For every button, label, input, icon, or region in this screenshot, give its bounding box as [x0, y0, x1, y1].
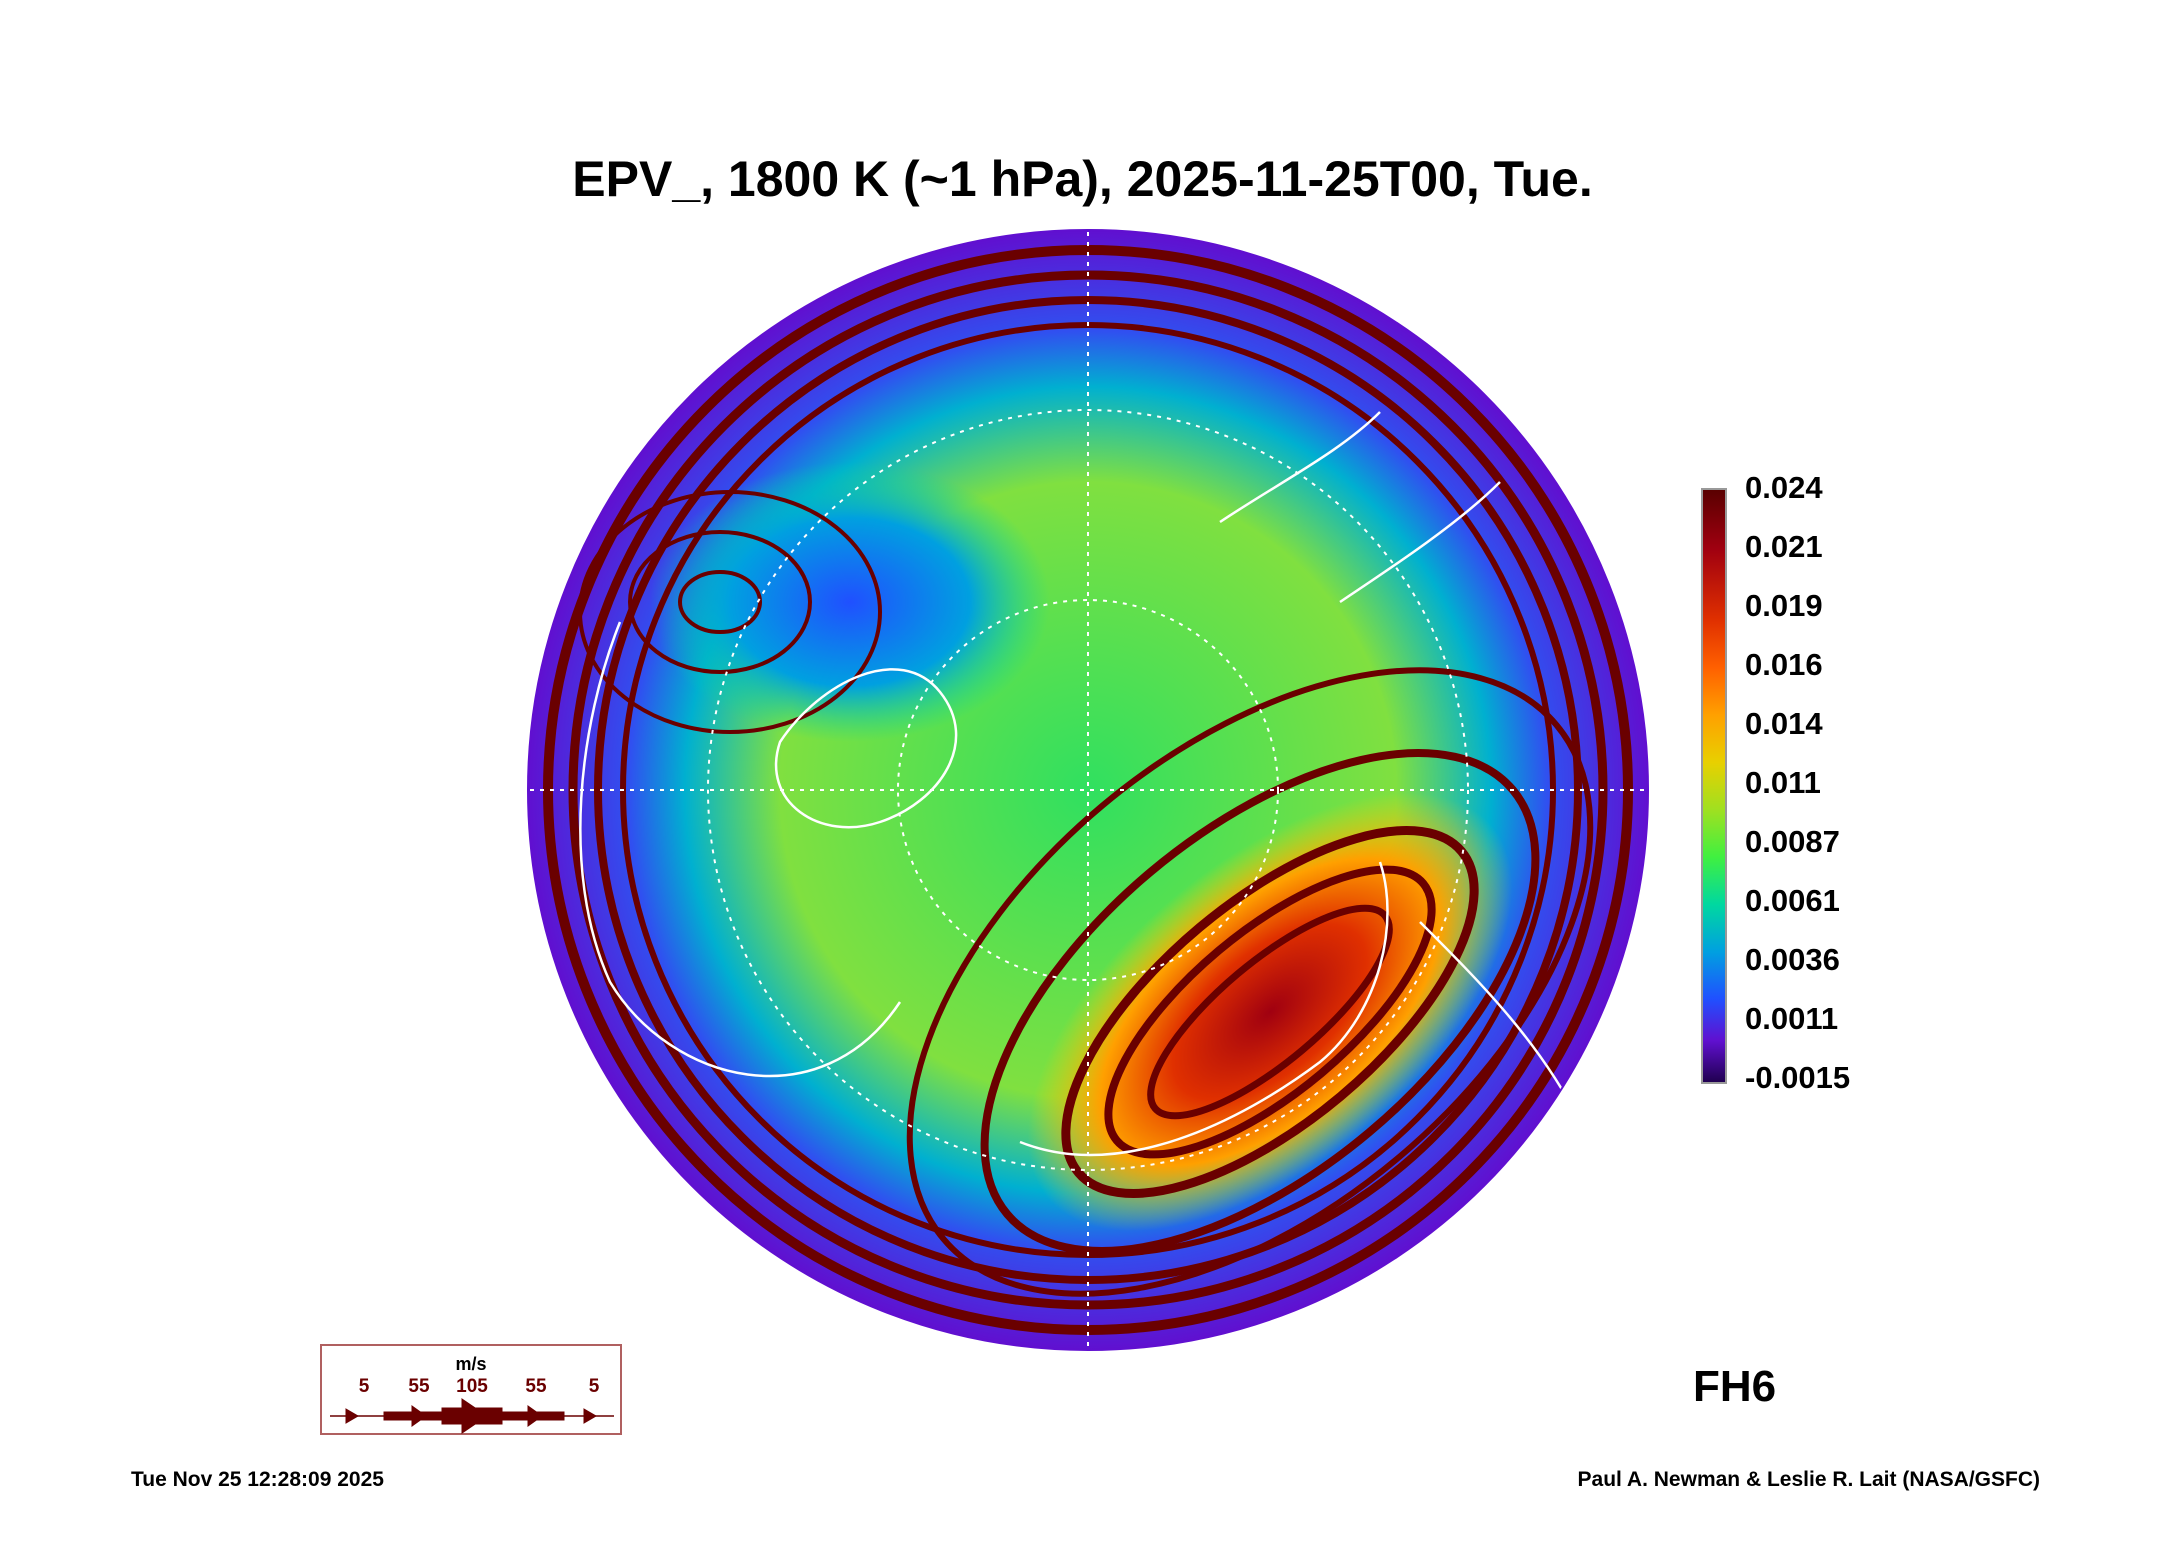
colorbar	[1701, 488, 1727, 1084]
colorbar-tick: 0.021	[1745, 529, 1823, 564]
wind-value: 5	[588, 1376, 600, 1397]
graticule	[528, 230, 1648, 1350]
wind-value: 55	[525, 1376, 547, 1397]
wind-speed-legend: m/s 5 55 105 55 5	[320, 1344, 622, 1435]
credit: Paul A. Newman & Leslie R. Lait (NASA/GS…	[1577, 1468, 2040, 1491]
colorbar-tick: 0.0087	[1745, 824, 1840, 859]
colorbar-tick: 0.011	[1745, 765, 1821, 800]
chart-title: EPV_, 1800 K (~1 hPa), 2025-11-25T00, Tu…	[572, 151, 1593, 207]
polar-map	[527, 229, 1649, 1351]
colorbar-tick: 0.0011	[1745, 1001, 1839, 1036]
colorbar-tick: 0.0061	[1745, 883, 1840, 918]
wind-value: 5	[358, 1376, 370, 1397]
colorbar-tick: 0.019	[1745, 588, 1823, 623]
wind-value: 55	[408, 1376, 430, 1397]
coastlines	[579, 411, 1582, 1157]
timestamp: Tue Nov 25 12:28:09 2025	[131, 1468, 384, 1491]
wind-unit: m/s	[455, 1354, 487, 1374]
colorbar-tick: 0.016	[1745, 647, 1823, 682]
high-pv-region	[1027, 793, 1513, 1231]
colorbar-tick: -0.0015	[1745, 1060, 1851, 1095]
colorbar-tick: 0.024	[1745, 470, 1823, 505]
forecast-hour-label: FH6	[1693, 1362, 1777, 1411]
wind-value: 105	[456, 1376, 488, 1397]
colorbar-tick: 0.0036	[1745, 942, 1840, 977]
low-pv-region	[650, 462, 1050, 742]
colorbar-tick: 0.014	[1745, 706, 1823, 741]
wind-arrow-scale	[330, 1398, 614, 1434]
